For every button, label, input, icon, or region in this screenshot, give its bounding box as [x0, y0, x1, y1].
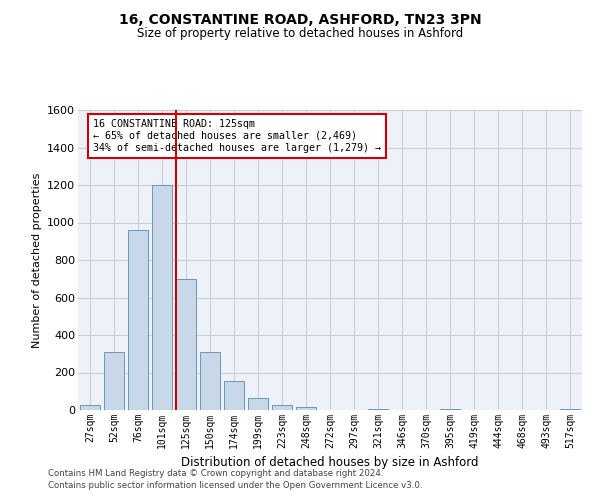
Y-axis label: Number of detached properties: Number of detached properties [32, 172, 41, 348]
Bar [296, 407, 316, 410]
Bar [248, 398, 268, 410]
Text: Contains HM Land Registry data © Crown copyright and database right 2024.: Contains HM Land Registry data © Crown c… [48, 468, 383, 477]
Bar [128, 230, 148, 410]
Bar [176, 279, 196, 410]
Text: 16, CONSTANTINE ROAD, ASHFORD, TN23 3PN: 16, CONSTANTINE ROAD, ASHFORD, TN23 3PN [119, 12, 481, 26]
Bar [80, 406, 100, 410]
Text: Size of property relative to detached houses in Ashford: Size of property relative to detached ho… [137, 28, 463, 40]
Bar [152, 185, 172, 410]
Text: Contains public sector information licensed under the Open Government Licence v3: Contains public sector information licen… [48, 481, 422, 490]
Bar [104, 352, 124, 410]
Bar [224, 381, 244, 410]
Bar [200, 352, 220, 410]
Text: 16 CONSTANTINE ROAD: 125sqm
← 65% of detached houses are smaller (2,469)
34% of : 16 CONSTANTINE ROAD: 125sqm ← 65% of det… [93, 120, 381, 152]
X-axis label: Distribution of detached houses by size in Ashford: Distribution of detached houses by size … [181, 456, 479, 469]
Bar [272, 406, 292, 410]
Bar [440, 409, 460, 410]
Bar [368, 409, 388, 410]
Bar [560, 409, 580, 410]
